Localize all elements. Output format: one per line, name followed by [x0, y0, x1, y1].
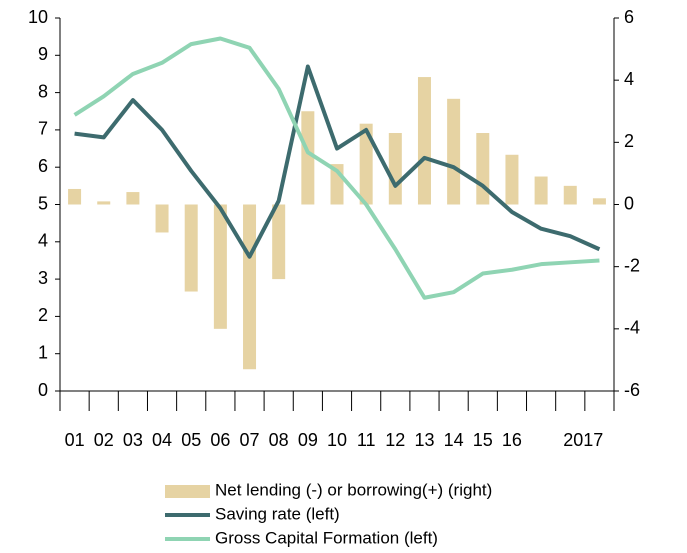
line — [74, 64, 601, 259]
bar — [563, 185, 577, 205]
y2-tick-label: 6 — [624, 7, 634, 27]
y-tick-label: 1 — [38, 342, 48, 362]
legend-label: Net lending (-) or borrowing(+) (right) — [215, 480, 492, 499]
legend-label: Gross Capital Formation (left) — [215, 528, 438, 547]
x-tick-label: 04 — [152, 430, 172, 450]
bar — [359, 123, 373, 205]
bar — [213, 204, 227, 329]
bar — [505, 154, 519, 205]
x-tick-label: 05 — [181, 430, 201, 450]
y-tick-label: 9 — [38, 44, 48, 64]
bar — [68, 188, 82, 205]
bar — [184, 204, 198, 292]
x-tick-label: 12 — [385, 430, 405, 450]
y2-tick-label: -4 — [624, 318, 640, 338]
y-tick-label: 0 — [38, 380, 48, 400]
y2-tick-label: -6 — [624, 380, 640, 400]
x-tick-label: 07 — [240, 430, 260, 450]
bar — [155, 204, 169, 233]
y2-tick-label: -2 — [624, 255, 640, 275]
x-tick-label: 02 — [94, 430, 114, 450]
y2-tick-label: 4 — [624, 69, 634, 89]
y2-tick-label: 0 — [624, 193, 634, 213]
bar — [301, 111, 315, 205]
x-tick-label: 01 — [65, 430, 85, 450]
y-tick-label: 2 — [38, 305, 48, 325]
bar — [534, 176, 548, 205]
bar — [388, 133, 402, 205]
bar — [417, 77, 431, 205]
x-tick-label: 10 — [327, 430, 347, 450]
y-tick-label: 4 — [38, 231, 48, 251]
bar — [243, 204, 257, 370]
x-tick-label: 14 — [444, 430, 464, 450]
legend-label: Saving rate (left) — [215, 504, 340, 523]
x-tick-label: 13 — [414, 430, 434, 450]
bar — [476, 133, 490, 205]
x-tick-label: 16 — [502, 430, 522, 450]
x-tick-label: 2017 — [563, 430, 603, 450]
bar — [592, 198, 606, 205]
line — [73, 36, 600, 300]
y2-tick-label: 2 — [624, 131, 634, 151]
x-tick-label: 06 — [210, 430, 230, 450]
x-tick-label: 15 — [473, 430, 493, 450]
legend-swatch — [165, 485, 210, 498]
x-tick-label: 09 — [298, 430, 318, 450]
y-tick-label: 5 — [38, 193, 48, 213]
y-tick-label: 10 — [28, 7, 48, 27]
x-tick-label: 03 — [123, 430, 143, 450]
bar — [97, 201, 111, 205]
y-tick-label: 3 — [38, 268, 48, 288]
bar — [272, 204, 286, 280]
bar — [126, 192, 140, 205]
x-tick-label: 11 — [357, 430, 376, 450]
bar — [447, 98, 461, 205]
y-tick-label: 7 — [38, 119, 48, 139]
y-tick-label: 6 — [38, 156, 48, 176]
y-tick-label: 8 — [38, 81, 48, 101]
x-tick-label: 08 — [269, 430, 289, 450]
